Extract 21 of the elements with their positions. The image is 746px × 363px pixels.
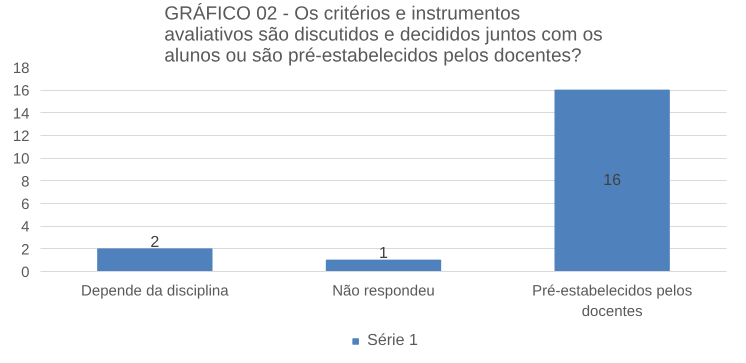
chart-title: GRÁFICO 02 - Os critérios e instrumentos avaliativos são discutidos e decididos juntos com os alunos ou são pré-estabelecidos pelos docentes? [164,2,603,66]
data-label: 2 [150,234,160,251]
y-tick-label: 16 [12,82,30,100]
y-tick-label: 4 [21,218,30,236]
bar [97,248,212,272]
legend-label: Série 1 [367,332,418,350]
bar [554,90,670,272]
y-tick-label: 14 [12,105,30,122]
y-tick-label: 12 [12,128,30,145]
y-tick-label: 8 [21,173,30,190]
data-label: 16 [603,172,622,189]
y-tick-label: 2 [21,241,30,258]
x-tick-label: Não respondeu [332,282,435,300]
data-label: 1 [379,245,388,262]
y-tick-label: 10 [12,150,30,168]
x-tick-label: Pré-estabelecidos pelos docentes [532,282,692,320]
bar [326,260,442,272]
y-tick-label: 0 [21,264,30,281]
y-tick-label: 18 [12,60,30,77]
x-tick-label: Depende da disciplina [81,282,230,300]
y-tick-label: 6 [21,196,30,213]
